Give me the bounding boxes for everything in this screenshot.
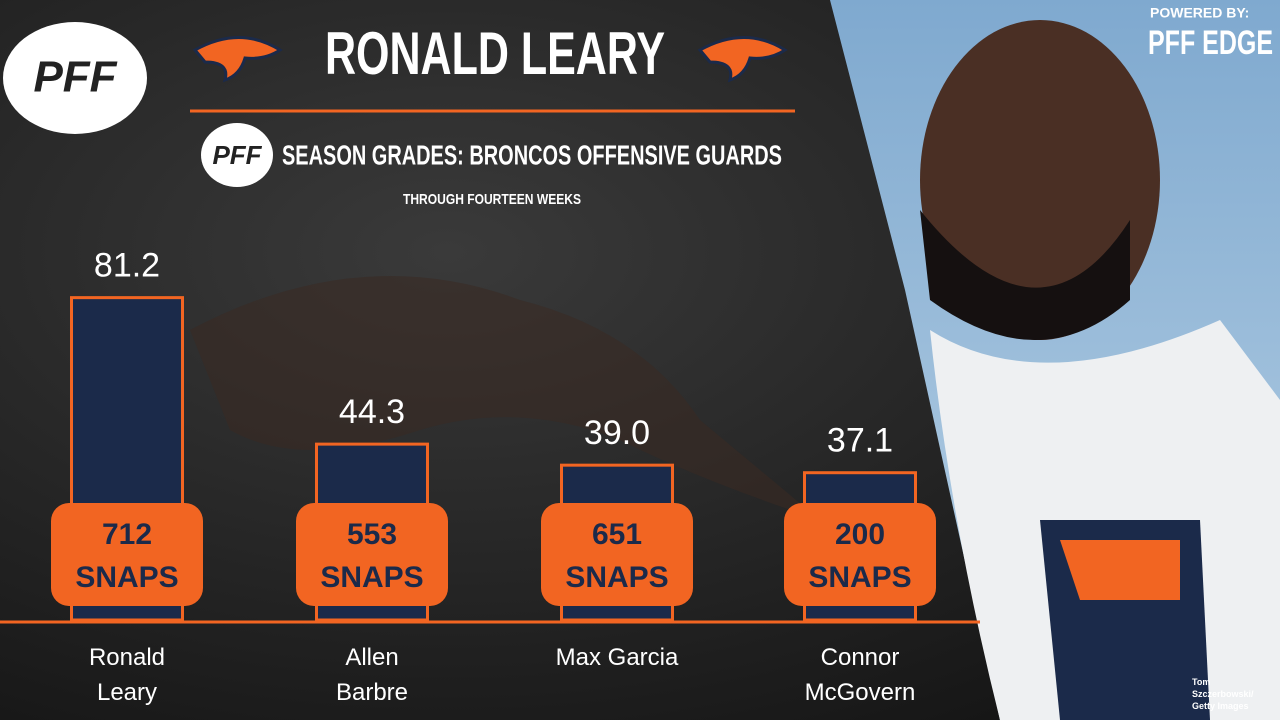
- snaps-badge: [784, 503, 936, 606]
- team-logo: [192, 36, 283, 83]
- logo: [3, 22, 147, 134]
- snaps-badge: [51, 503, 203, 606]
- logo-text: PFF: [212, 140, 262, 170]
- brand: PFF EDGE: [1148, 24, 1273, 62]
- snaps-count: 712: [102, 518, 152, 551]
- title: RONALD LEARY: [325, 20, 665, 87]
- snaps-count: 651: [592, 518, 642, 551]
- snaps-unit: SNAPS: [808, 561, 911, 594]
- photo-number: [1060, 540, 1180, 600]
- photo-beard: [920, 210, 1130, 340]
- subtitle: SEASON GRADES: BRONCOS OFFENSIVE GUARDS: [282, 139, 782, 170]
- team-logo: [697, 36, 788, 83]
- powered-by: POWERED BY:: [1150, 5, 1249, 21]
- category-label: Connor McGovern: [804, 644, 916, 706]
- snaps-count: 200: [835, 518, 885, 551]
- note: THROUGH FOURTEEN WEEKS: [403, 191, 581, 208]
- snaps-unit: SNAPS: [320, 561, 423, 594]
- snaps-badge: [541, 503, 693, 606]
- snaps-unit: SNAPS: [75, 561, 178, 594]
- value-label: 44.3: [339, 393, 405, 431]
- category-label: Ronald Leary: [88, 644, 166, 706]
- logo: [201, 123, 273, 187]
- category-label: Max Garcia: [555, 644, 679, 671]
- snaps-unit: SNAPS: [565, 561, 668, 594]
- value-label: 39.0: [584, 414, 650, 452]
- watermark: [190, 276, 820, 520]
- value-label: 81.2: [94, 247, 160, 285]
- value-label: 37.1: [827, 422, 893, 460]
- category-label: Allen Barbre: [335, 644, 409, 706]
- photo-credit: Tom Szczerbowski/ Getty Images: [1192, 677, 1254, 711]
- snaps-badge: [296, 503, 448, 606]
- logo-text: PFF: [33, 53, 117, 102]
- snaps-count: 553: [347, 518, 397, 551]
